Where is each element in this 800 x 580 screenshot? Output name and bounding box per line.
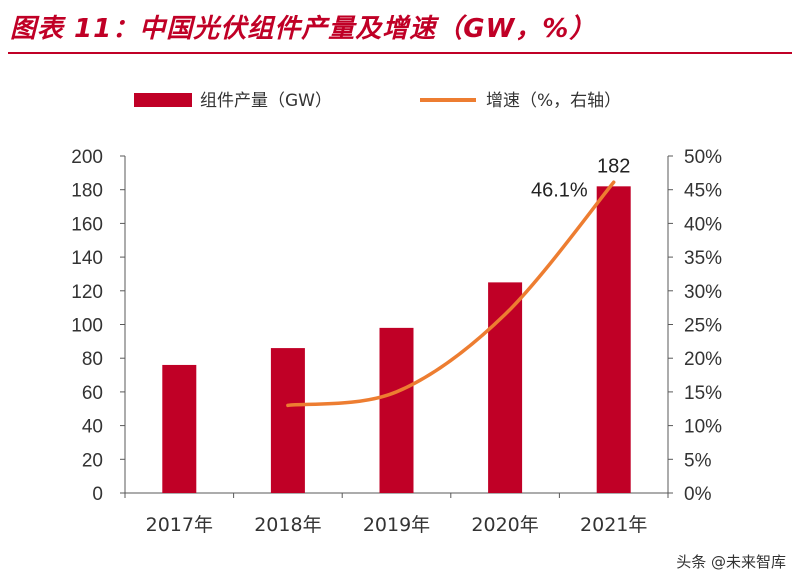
left-axis-tick-label: 60: [82, 383, 103, 404]
chart-title: 图表 11：中国光伏组件产量及增速（GW，%）: [10, 14, 597, 44]
x-axis-tick-label: 2017年: [146, 514, 213, 536]
bar-3: [488, 282, 523, 493]
left-axis-tick-label: 160: [71, 214, 103, 235]
left-axis-tick-label: 0: [92, 484, 103, 505]
left-axis-tick-label: 180: [71, 181, 103, 202]
left-axis-tick-label: 100: [71, 316, 103, 337]
right-axis-tick-label: 15%: [684, 383, 722, 404]
x-axis-tick-label: 2020年: [471, 514, 538, 536]
title-divider: [8, 52, 792, 54]
bar-0: [162, 364, 197, 493]
bar-series: [162, 186, 631, 493]
growth-line-series: [286, 180, 616, 408]
right-axis-tick-label: 20%: [684, 349, 722, 370]
left-axis-tick-label: 140: [71, 248, 103, 269]
right-axis-tick-label: 35%: [684, 248, 722, 269]
right-axis-tick-label: 30%: [684, 282, 722, 303]
legend: 组件产量（GW） 增速（%，右轴）: [134, 91, 621, 111]
right-axis-tick-label: 25%: [684, 316, 722, 337]
bar-1: [270, 348, 305, 493]
growth-line: [286, 180, 616, 408]
right-axis-tick-label: 0%: [684, 484, 712, 505]
left-axis-tick-label: 200: [71, 147, 103, 168]
right-axis-tick-label: 10%: [684, 417, 722, 438]
axes: 0 20 40 60 80 100 120 140 160 180 200 0% 5% 10% 15% 20%…: [71, 147, 722, 536]
left-axis-tick-label: 40: [82, 417, 103, 438]
right-axis-tick-label: 45%: [684, 181, 722, 202]
right-axis-tick-label: 5%: [684, 450, 712, 471]
bar-2: [379, 327, 414, 493]
x-axis-tick-label: 2021年: [580, 514, 647, 536]
x-axis-tick-label: 2019年: [363, 514, 430, 536]
data-label: 182: [597, 155, 630, 177]
data-labels: 182 46.1%: [531, 155, 630, 201]
legend-bar-label: 组件产量（GW）: [200, 91, 332, 111]
watermark: 头条 @未来智库: [676, 553, 786, 571]
right-axis-tick-label: 50%: [684, 147, 722, 168]
legend-line-label: 增速（%，右轴）: [486, 91, 621, 111]
right-axis-tick-label: 40%: [684, 214, 722, 235]
left-axis-tick-label: 120: [71, 282, 103, 303]
data-label: 46.1%: [531, 179, 588, 201]
left-axis-tick-label: 20: [82, 450, 103, 471]
legend-bar-swatch: [134, 93, 192, 107]
bar-4: [596, 186, 631, 493]
left-axis-tick-label: 80: [82, 349, 103, 370]
x-axis-tick-label: 2018年: [254, 514, 321, 536]
